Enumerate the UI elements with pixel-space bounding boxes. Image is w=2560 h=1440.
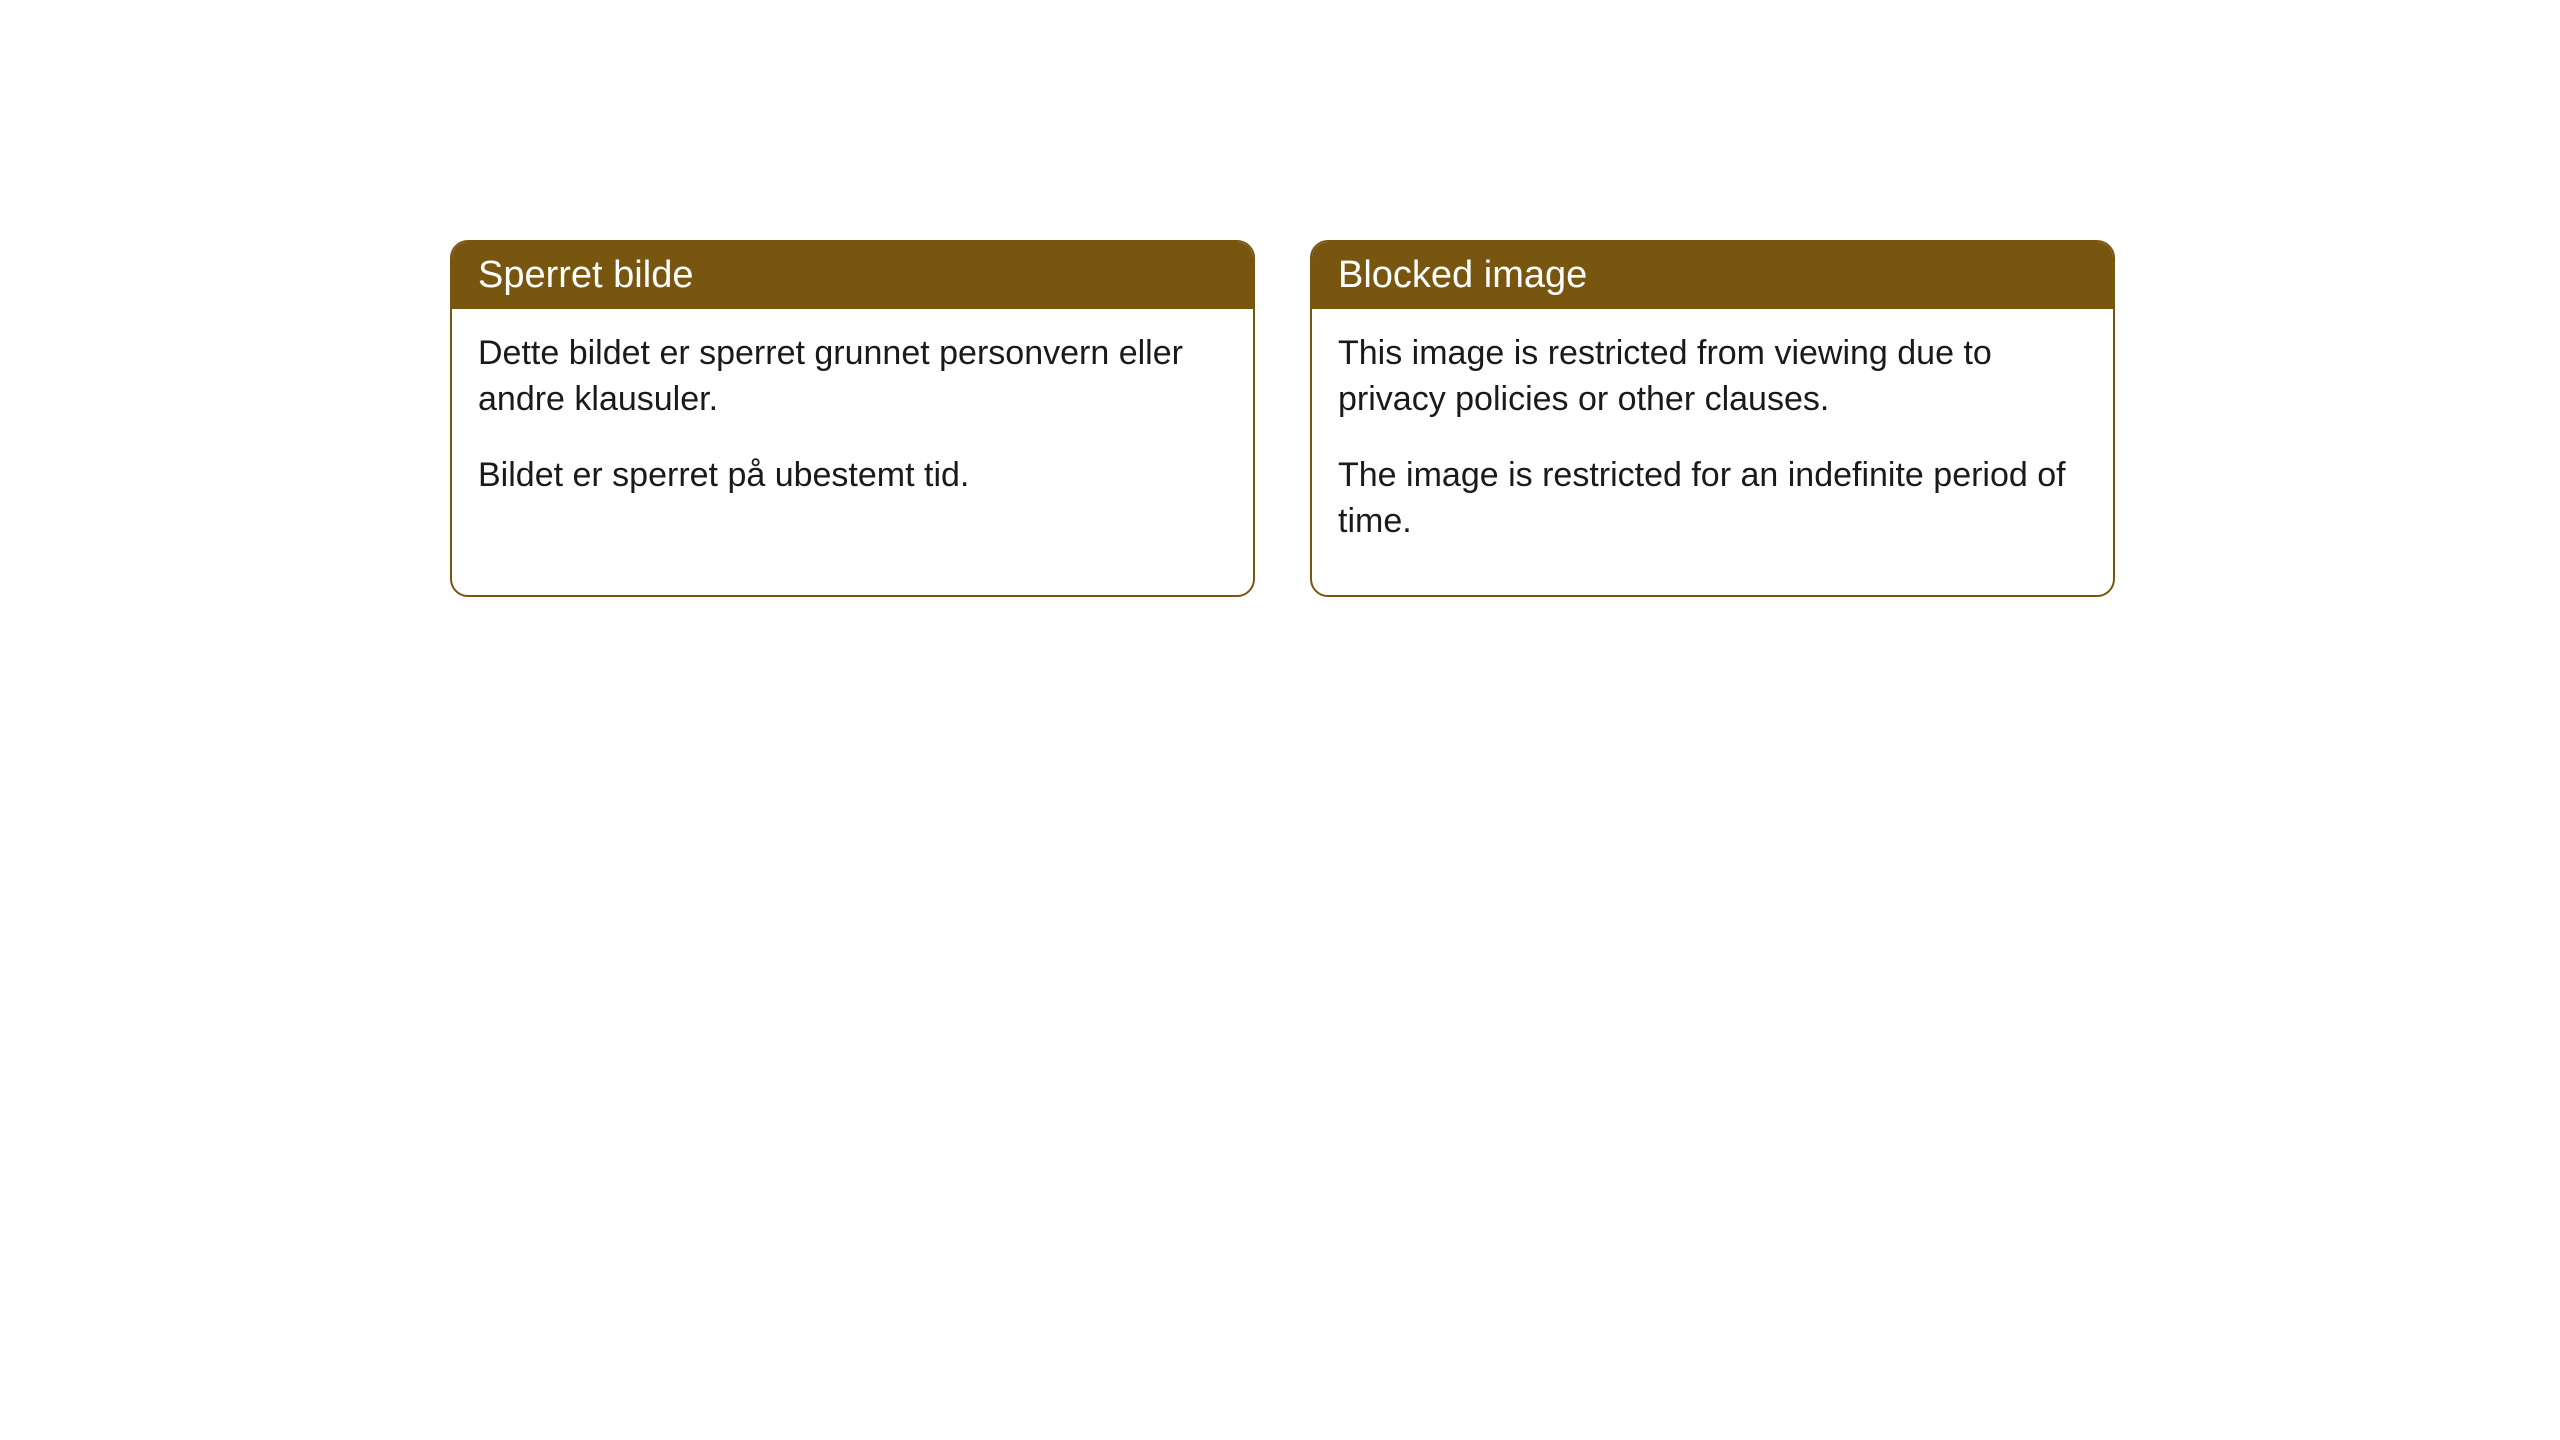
card-para2-no: Bildet er sperret på ubestemt tid. <box>478 453 1227 499</box>
card-header-en: Blocked image <box>1312 242 2113 309</box>
card-norwegian: Sperret bilde Dette bildet er sperret gr… <box>450 240 1255 597</box>
card-para1-en: This image is restricted from viewing du… <box>1338 331 2087 423</box>
card-body-no: Dette bildet er sperret grunnet personve… <box>452 309 1253 549</box>
card-para2-en: The image is restricted for an indefinit… <box>1338 453 2087 545</box>
card-body-en: This image is restricted from viewing du… <box>1312 309 2113 595</box>
card-title-en: Blocked image <box>1338 254 1587 296</box>
cards-container: Sperret bilde Dette bildet er sperret gr… <box>450 240 2115 597</box>
card-title-no: Sperret bilde <box>478 254 693 296</box>
card-para1-no: Dette bildet er sperret grunnet personve… <box>478 331 1227 423</box>
card-english: Blocked image This image is restricted f… <box>1310 240 2115 597</box>
card-header-no: Sperret bilde <box>452 242 1253 309</box>
